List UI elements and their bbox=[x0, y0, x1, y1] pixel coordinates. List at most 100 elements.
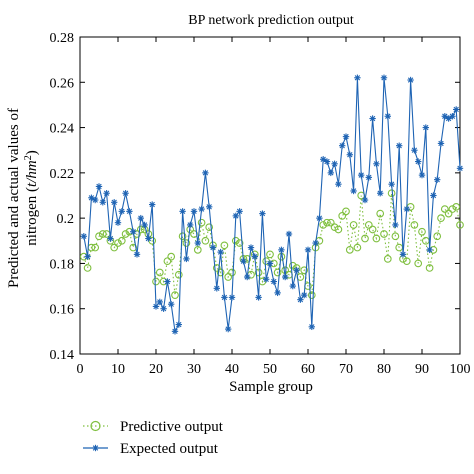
expected-point bbox=[342, 133, 350, 140]
expected-point bbox=[247, 244, 255, 251]
x-tick-label: 40 bbox=[225, 362, 239, 377]
predictive-point bbox=[95, 232, 103, 241]
expected-point bbox=[122, 190, 129, 197]
expected-point bbox=[358, 171, 365, 179]
expected-point bbox=[304, 246, 312, 254]
expected-point bbox=[437, 140, 445, 147]
expected-point bbox=[411, 147, 418, 154]
expected-point bbox=[187, 221, 194, 229]
predictive-point bbox=[182, 239, 191, 247]
expected-line bbox=[83, 77, 461, 334]
expected-point bbox=[361, 196, 369, 204]
expected-point bbox=[114, 219, 122, 226]
y-tick-label: 0.2 bbox=[57, 212, 75, 227]
expected-point bbox=[206, 203, 213, 211]
expected-point bbox=[107, 235, 114, 242]
predictive-point bbox=[91, 243, 100, 252]
expected-point bbox=[137, 214, 144, 222]
expected-point bbox=[323, 158, 331, 165]
x-tick-label: 0 bbox=[77, 362, 84, 377]
expected-point bbox=[388, 180, 395, 188]
x-tick-label: 30 bbox=[187, 362, 201, 377]
y-tick-label: 0.22 bbox=[50, 167, 75, 182]
expected-point bbox=[445, 115, 452, 122]
expected-point bbox=[194, 239, 201, 247]
expected-point bbox=[130, 228, 137, 235]
predictive-point bbox=[117, 236, 126, 245]
expected-point bbox=[103, 190, 110, 197]
expected-point bbox=[449, 113, 456, 120]
predictive-point bbox=[190, 230, 198, 238]
expected-point bbox=[145, 235, 152, 242]
expected-point bbox=[377, 190, 384, 197]
predictive-point bbox=[330, 223, 339, 232]
expected-point bbox=[263, 276, 270, 283]
series-expected bbox=[80, 74, 464, 335]
predictive-point bbox=[83, 264, 92, 272]
predictive-point bbox=[178, 232, 187, 241]
predictive-point bbox=[300, 266, 309, 275]
chart-title: BP network prediction output bbox=[188, 13, 354, 28]
predictive-point bbox=[121, 230, 130, 238]
series-layer bbox=[79, 74, 464, 335]
predictive-point bbox=[231, 236, 240, 245]
y-axis-label: Predicted and actual values of nitrogen … bbox=[6, 108, 40, 288]
expected-point bbox=[312, 239, 319, 247]
predictive-point bbox=[364, 221, 373, 229]
expected-point bbox=[346, 151, 353, 158]
expected-point bbox=[133, 251, 141, 258]
predictive-point bbox=[345, 245, 354, 254]
y-axis-label-sup: 2 bbox=[23, 155, 34, 160]
expected-point bbox=[84, 253, 91, 260]
expected-point bbox=[327, 169, 334, 177]
y-tick-label: 0.18 bbox=[50, 257, 75, 272]
expected-point bbox=[168, 300, 175, 308]
predictive-point bbox=[433, 232, 442, 241]
expected-point bbox=[426, 246, 433, 254]
y-axis-label-suffix: ) bbox=[24, 150, 40, 155]
expected-point bbox=[126, 208, 133, 215]
legend-star-marker bbox=[92, 444, 99, 452]
y-axis-ticks: 0.14 0.16 0.18 0.2 0.22 0.24 0.26 0.28 bbox=[50, 31, 460, 363]
expected-point bbox=[434, 176, 441, 183]
expected-point bbox=[228, 294, 236, 301]
expected-point bbox=[255, 294, 262, 301]
expected-point bbox=[418, 171, 426, 179]
y-axis-label-line1: Predicted and actual values of bbox=[6, 108, 22, 288]
y-axis-label-prefix: nitrogen ( bbox=[24, 187, 40, 246]
predictive-point bbox=[288, 261, 297, 270]
expected-point bbox=[202, 169, 209, 177]
expected-point bbox=[141, 221, 148, 229]
expected-point bbox=[80, 233, 87, 240]
expected-point bbox=[225, 325, 232, 333]
legend-swatch-expected-marker bbox=[92, 444, 99, 452]
expected-point bbox=[118, 208, 125, 215]
predictive-point bbox=[228, 268, 236, 277]
predictive-point bbox=[334, 225, 343, 234]
expected-point bbox=[266, 260, 274, 267]
x-tick-label: 20 bbox=[149, 362, 163, 377]
predictive-point bbox=[212, 264, 221, 272]
x-tick-label: 60 bbox=[301, 362, 315, 377]
predictive-point bbox=[110, 243, 119, 252]
expected-point bbox=[392, 221, 399, 229]
expected-point bbox=[289, 282, 296, 290]
predictive-point bbox=[410, 221, 419, 229]
expected-point bbox=[282, 273, 289, 281]
expected-point bbox=[301, 291, 308, 299]
predictive-point bbox=[205, 223, 214, 232]
x-tick-label: 80 bbox=[377, 362, 391, 377]
predictive-point bbox=[456, 221, 464, 229]
predictive-point bbox=[323, 218, 331, 227]
expected-point bbox=[380, 74, 388, 81]
legend: Predictive output Expected output bbox=[83, 419, 224, 457]
y-tick-label: 0.26 bbox=[50, 76, 75, 91]
y-axis-label-unit: t/hm bbox=[24, 160, 40, 187]
expected-point bbox=[278, 246, 285, 254]
expected-point bbox=[183, 255, 190, 263]
expected-point bbox=[339, 142, 346, 149]
x-tick-label: 50 bbox=[263, 362, 277, 377]
x-tick-label: 70 bbox=[339, 362, 353, 377]
expected-point bbox=[396, 142, 403, 149]
